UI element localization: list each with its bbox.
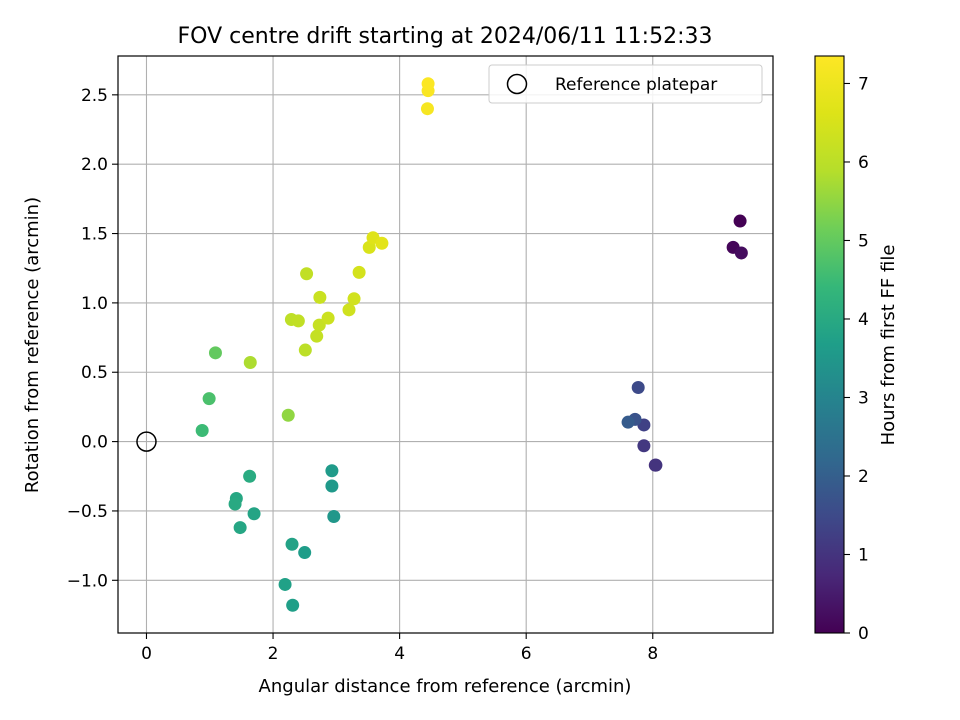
reference-platepar-marker <box>136 431 157 452</box>
data-point <box>327 509 341 523</box>
colorbar-tick-label: 6 <box>858 153 869 173</box>
data-point <box>375 236 389 250</box>
data-point <box>321 311 335 325</box>
colorbar-tick-label: 3 <box>858 388 869 408</box>
legend-reference-marker <box>506 73 528 95</box>
x-tick-label: 8 <box>647 644 658 664</box>
x-tick-label: 0 <box>141 644 152 664</box>
data-point <box>300 267 314 281</box>
data-point <box>278 577 292 591</box>
x-tick-label: 2 <box>268 644 279 664</box>
colorbar: 0 1 2 3 4 5 6 7 Hours from first FF file <box>814 55 899 644</box>
y-tick-label: 1.0 <box>81 294 108 314</box>
data-point <box>291 314 305 328</box>
data-point <box>325 464 339 478</box>
y-tick-label: 2.0 <box>81 155 108 175</box>
colorbar-tick-label: 0 <box>858 624 869 644</box>
data-point <box>649 458 663 472</box>
x-tick-label: 4 <box>394 644 405 664</box>
data-point <box>298 546 312 560</box>
data-point <box>233 521 247 535</box>
y-tick-label: −0.5 <box>67 502 108 522</box>
data-point <box>631 380 645 394</box>
grid-lines <box>118 56 773 633</box>
x-axis-ticks: 0 2 4 6 8 <box>141 633 658 664</box>
y-axis-label: Rotation from reference (arcmin) <box>22 197 43 493</box>
data-point <box>352 265 366 279</box>
y-tick-label: 1.5 <box>81 225 108 245</box>
x-axis-label: Angular distance from reference (arcmin) <box>259 676 632 697</box>
data-point <box>342 303 356 317</box>
colorbar-tick-label: 2 <box>858 467 869 487</box>
y-tick-label: 0.0 <box>81 433 108 453</box>
legend-box <box>488 64 763 104</box>
colorbar-tick-label: 1 <box>858 545 869 565</box>
plot-area-frame <box>117 55 774 634</box>
data-point <box>195 423 209 437</box>
data-point <box>310 329 324 343</box>
colorbar-ticks: 0 1 2 3 4 5 6 7 <box>844 74 869 644</box>
data-point <box>637 439 651 453</box>
data-point <box>228 497 242 511</box>
colorbar-tick-label: 4 <box>858 310 869 330</box>
y-tick-label: 2.5 <box>81 86 108 106</box>
colorbar-label: Hours from first FF file <box>878 245 899 446</box>
reference-marker-layer <box>136 431 157 452</box>
y-axis-ticks: −1.0 −0.5 0.0 0.5 1.0 1.5 2.0 2.5 <box>67 86 118 591</box>
legend-entry-label: Reference platepar <box>555 75 717 95</box>
data-point <box>621 415 635 429</box>
legend: Reference platepar <box>488 64 763 104</box>
data-point <box>286 598 300 612</box>
chart-title: FOV centre drift starting at 2024/06/11 … <box>178 24 713 49</box>
data-point <box>202 392 216 406</box>
x-tick-label: 6 <box>521 644 532 664</box>
data-point <box>347 292 361 306</box>
data-points <box>195 77 748 612</box>
data-point <box>734 246 748 260</box>
data-point <box>298 343 312 357</box>
data-point <box>281 408 295 422</box>
colorbar-tick-label: 5 <box>858 231 869 251</box>
data-point <box>420 102 434 116</box>
data-point <box>285 537 299 551</box>
data-point <box>733 214 747 228</box>
y-tick-label: 0.5 <box>81 363 108 383</box>
y-tick-label: −1.0 <box>67 571 108 591</box>
data-point <box>243 469 257 483</box>
data-point <box>208 346 222 360</box>
colorbar-gradient <box>814 55 845 634</box>
colorbar-tick-label: 7 <box>858 74 869 94</box>
data-point <box>243 356 257 370</box>
data-point <box>313 290 327 304</box>
data-point <box>325 479 339 493</box>
data-point <box>421 77 435 91</box>
data-point <box>247 507 261 521</box>
data-point <box>312 318 326 332</box>
